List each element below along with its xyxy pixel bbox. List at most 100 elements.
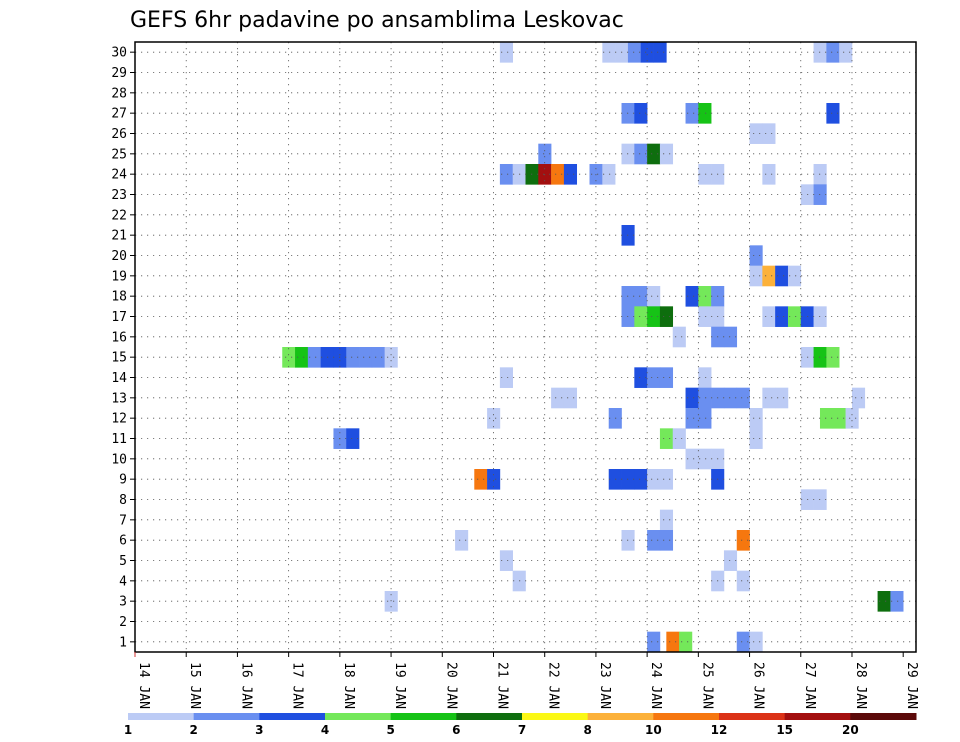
cell-91 — [698, 408, 712, 429]
cell-127 — [890, 591, 904, 612]
cell-31 — [762, 164, 776, 185]
y-tick-label-19: 19 — [111, 269, 127, 284]
y-tick-label-21: 21 — [111, 229, 127, 244]
y-tick-label-24: 24 — [111, 168, 127, 183]
cell-98 — [659, 428, 674, 449]
x-tick-label-3: 17 JAN — [290, 662, 305, 709]
cell-16 — [538, 143, 552, 165]
cell-29 — [698, 164, 712, 185]
cell-53 — [762, 306, 776, 327]
cell-8 — [839, 42, 853, 63]
cell-44 — [685, 286, 699, 307]
cell-42 — [634, 286, 648, 307]
cell-73 — [499, 367, 513, 388]
cell-101 — [685, 448, 699, 470]
x-axis: 14 JAN 15 JAN 16 JAN 17 JAN 18 JAN 19 JAN 20 J… — [134, 652, 919, 709]
cell-54 — [775, 306, 789, 327]
y-tick-label-14: 14 — [111, 371, 127, 386]
cell-69 — [384, 347, 398, 368]
chart-title: GEFS 6hr padavine po ansamblima Leskovac — [130, 8, 624, 33]
cell-102 — [698, 448, 712, 470]
cell-117 — [647, 530, 661, 551]
x-tick-label-7: 21 JAN — [494, 662, 509, 709]
y-tick-label-2: 2 — [119, 615, 127, 630]
y-tick-label-5: 5 — [119, 554, 127, 569]
cell-85 — [762, 387, 776, 409]
x-tick-label-1: 15 JAN — [187, 662, 202, 709]
cell-86 — [775, 387, 789, 409]
cell-12 — [698, 103, 712, 124]
y-tick-label-15: 15 — [111, 351, 127, 366]
legend-label-3: 3 — [255, 723, 263, 737]
cell-84 — [736, 387, 750, 409]
y-tick-label-26: 26 — [111, 127, 127, 142]
legend-label-10: 10 — [645, 723, 662, 737]
plot-grid — [135, 42, 916, 652]
cell-68 — [371, 347, 385, 368]
y-tick-label-3: 3 — [119, 595, 127, 610]
y-tick-label-12: 12 — [111, 412, 127, 427]
x-tick-label-15: 29 JAN — [904, 662, 919, 709]
cell-131 — [736, 631, 750, 653]
cell-118 — [659, 530, 674, 551]
cell-105 — [487, 469, 501, 490]
cell-58 — [672, 326, 686, 348]
cell-115 — [455, 530, 469, 551]
cell-28 — [602, 164, 616, 185]
cell-132 — [749, 631, 763, 653]
x-tick-label-0: 14 JAN — [136, 662, 151, 709]
cell-62 — [295, 347, 309, 368]
legend-swatch-2 — [193, 713, 260, 720]
x-tick-label-11: 25 JAN — [699, 662, 714, 709]
y-tick-label-18: 18 — [111, 290, 127, 305]
cell-55 — [787, 306, 802, 327]
cell-38 — [762, 265, 776, 287]
legend-label-15: 15 — [776, 723, 793, 737]
cell-125 — [384, 591, 398, 612]
y-tick-label-25: 25 — [111, 147, 127, 162]
legend-swatch-1 — [128, 713, 195, 720]
cell-26 — [563, 164, 578, 185]
legend-swatch-5 — [390, 713, 457, 720]
y-tick-label-30: 30 — [111, 46, 127, 61]
cell-120 — [499, 550, 513, 571]
legend-swatch-9 — [653, 713, 720, 720]
cell-51 — [698, 306, 712, 327]
cell-49 — [647, 306, 661, 327]
x-tick-label-8: 22 JAN — [546, 662, 561, 709]
cell-95 — [845, 408, 859, 429]
legend-label-5: 5 — [386, 723, 394, 737]
y-tick-label-9: 9 — [119, 473, 127, 488]
cell-110 — [659, 469, 674, 490]
y-axis: 1234567891011121314151617181920212223242… — [111, 46, 135, 650]
x-tick-label-5: 19 JAN — [392, 662, 407, 709]
cell-79 — [563, 387, 578, 409]
cell-75 — [647, 367, 661, 388]
y-tick-label-23: 23 — [111, 188, 127, 203]
cell-76 — [659, 367, 674, 388]
y-tick-label-1: 1 — [119, 635, 127, 650]
cell-78 — [551, 387, 565, 409]
cell-60 — [723, 326, 738, 348]
cell-83 — [723, 387, 738, 409]
cell-15 — [762, 123, 776, 144]
cell-119 — [736, 530, 750, 551]
cell-14 — [749, 123, 763, 144]
y-tick-label-4: 4 — [119, 574, 127, 589]
cell-11 — [685, 103, 699, 124]
legend-swatch-10 — [719, 713, 786, 720]
cell-1 — [602, 42, 616, 63]
y-tick-label-10: 10 — [111, 452, 127, 467]
cell-129 — [666, 631, 680, 653]
cell-109 — [647, 469, 661, 490]
x-tick-label-4: 18 JAN — [341, 662, 356, 709]
x-tick-label-12: 26 JAN — [751, 662, 766, 709]
cell-93 — [819, 408, 834, 429]
cell-72 — [826, 347, 840, 368]
y-tick-label-20: 20 — [111, 249, 127, 264]
cell-39 — [775, 265, 789, 287]
legend-swatch-8 — [587, 713, 654, 720]
y-tick-label-8: 8 — [119, 493, 127, 508]
legend-label-12: 12 — [711, 723, 728, 737]
